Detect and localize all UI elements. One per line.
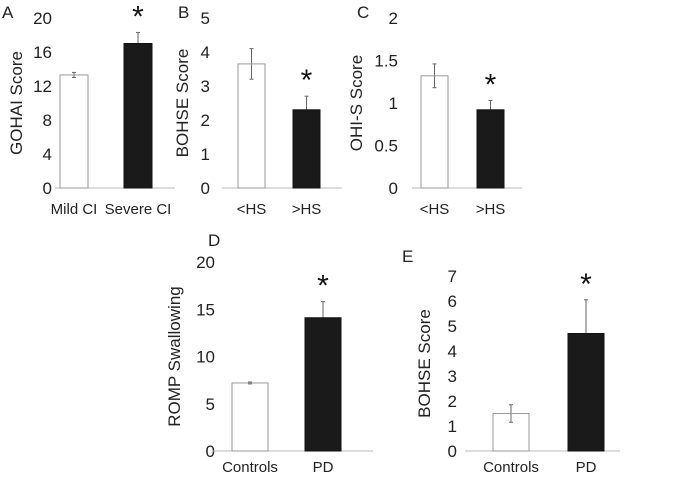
y-tick-label: 6 — [448, 292, 457, 311]
bar — [492, 413, 530, 452]
x-category-label: Controls — [222, 459, 278, 476]
y-tick-label: 1 — [448, 417, 457, 436]
bar — [567, 333, 605, 452]
y-tick-label: 20 — [196, 253, 215, 272]
y-tick-label: 12 — [33, 77, 52, 96]
panel-letter: A — [2, 3, 14, 22]
bar — [59, 74, 89, 189]
significance-marker: * — [301, 64, 313, 97]
y-tick-label: 5 — [206, 395, 215, 414]
y-tick-label: 15 — [196, 300, 215, 319]
x-category-label: >HS — [476, 201, 506, 218]
panel-letter: D — [208, 231, 220, 250]
y-tick-label: 7 — [448, 267, 457, 286]
x-category-label: PD — [313, 459, 334, 476]
y-axis-label: ROMP Swallowing — [165, 286, 184, 426]
significance-marker: * — [580, 268, 592, 301]
y-tick-label: 2 — [389, 9, 398, 28]
y-tick-label: 2 — [201, 111, 210, 130]
y-tick-label: 1 — [201, 145, 210, 164]
bar — [123, 43, 153, 189]
y-axis-label: BOHSE Score — [415, 309, 434, 418]
y-axis-label: BOHSE Score — [173, 49, 192, 158]
y-tick-label: 4 — [448, 342, 457, 361]
y-tick-label: 5 — [201, 9, 210, 28]
x-category-label: <HS — [237, 201, 267, 218]
x-category-label: Controls — [483, 459, 539, 476]
bar — [231, 382, 269, 452]
significance-marker: * — [317, 270, 329, 303]
bar — [292, 109, 321, 189]
bar — [476, 109, 505, 189]
y-tick-label: 8 — [43, 111, 52, 130]
bar — [237, 63, 266, 189]
y-tick-label: 3 — [201, 77, 210, 96]
x-category-label: Severe CI — [105, 201, 172, 218]
y-tick-label: 1 — [389, 94, 398, 113]
bar — [304, 317, 342, 452]
y-tick-label: 20 — [33, 9, 52, 28]
x-category-label: Mild CI — [51, 201, 98, 218]
y-tick-label: 3 — [448, 367, 457, 386]
y-tick-label: 1.5 — [374, 52, 398, 71]
significance-marker: * — [485, 68, 497, 101]
x-category-label: PD — [576, 459, 597, 476]
y-tick-label: 16 — [33, 43, 52, 62]
panel-letter: E — [402, 247, 413, 266]
y-tick-label: 0 — [206, 442, 215, 461]
y-tick-label: 2 — [448, 392, 457, 411]
y-tick-label: 10 — [196, 348, 215, 367]
y-tick-label: 0 — [201, 179, 210, 198]
x-category-label: >HS — [292, 201, 322, 218]
y-axis-label: OHI-S Score — [347, 55, 366, 151]
y-tick-label: 5 — [448, 317, 457, 336]
y-tick-label: 0 — [43, 179, 52, 198]
significance-marker: * — [132, 0, 144, 33]
y-tick-label: 0.5 — [374, 137, 398, 156]
bar — [420, 75, 449, 189]
y-tick-label: 4 — [201, 43, 210, 62]
panel-letter: C — [357, 3, 369, 22]
y-tick-label: 4 — [43, 145, 52, 164]
y-tick-label: 0 — [389, 179, 398, 198]
y-axis-label: GOHAI Score — [7, 51, 26, 155]
panel-letter: B — [178, 3, 189, 22]
y-tick-label: 0 — [448, 442, 457, 461]
x-category-label: <HS — [420, 201, 450, 218]
